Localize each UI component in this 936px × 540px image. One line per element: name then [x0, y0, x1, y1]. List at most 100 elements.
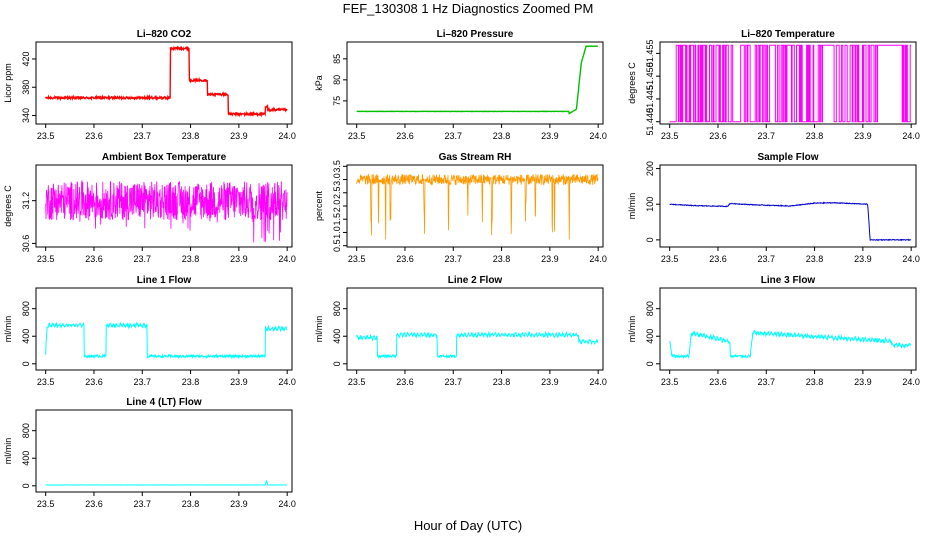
x-tick-label: 24.0	[278, 131, 296, 141]
y-tick-label: 200	[645, 161, 655, 176]
chart-title: Li–820 CO2	[137, 29, 192, 40]
chart-title: Line 4 (LT) Flow	[126, 397, 202, 408]
plot-frame	[659, 164, 917, 248]
x-tick-label: 23.9	[854, 131, 872, 141]
plot-frame	[35, 41, 293, 125]
plot-frame	[35, 409, 293, 493]
x-tick-label: 23.7	[757, 254, 775, 264]
x-tick-label: 23.7	[444, 254, 462, 264]
y-tick-label: 51.440	[645, 108, 655, 136]
y-axis-label: Licor ppm	[3, 63, 13, 103]
page-title: FEF_130308 1 Hz Diagnostics Zoomed PM	[342, 1, 594, 16]
y-axis-label: ml/min	[3, 316, 13, 343]
y-tick-label: 400	[21, 329, 31, 344]
x-tick-label: 23.8	[806, 254, 824, 264]
y-tick-label: 1.5	[332, 213, 342, 226]
x-tick-label: 23.6	[396, 131, 414, 141]
chart-panel-4: Ambient Box Temperature 23.5 23.6 23.7 23.8 2…	[3, 152, 296, 264]
y-tick-label: 0	[645, 361, 655, 366]
y-tick-label: 2.0	[332, 200, 342, 213]
series-line	[45, 179, 288, 243]
x-tick-label: 23.9	[541, 254, 559, 264]
x-tick-label: 24.0	[902, 377, 920, 387]
y-tick-label: 380	[21, 80, 31, 95]
y-axis-label: degrees C	[3, 185, 13, 227]
x-tick-label: 23.9	[230, 131, 248, 141]
x-tick-label: 23.5	[37, 499, 55, 509]
x-tick-label: 23.8	[182, 499, 200, 509]
chart-panel-10: Line 4 (LT) Flow 23.5 23.6 23.7 23.8 23.9 24.0…	[3, 397, 296, 509]
y-axis-label: kPa	[314, 75, 324, 91]
x-tick-label: 23.5	[348, 377, 366, 387]
series-line	[356, 45, 598, 115]
x-tick-label: 23.7	[133, 254, 151, 264]
y-tick-label: 31.2	[21, 192, 31, 210]
x-tick-label: 23.8	[493, 254, 511, 264]
x-tick-label: 23.9	[854, 377, 872, 387]
y-tick-label: 51.455	[645, 40, 655, 68]
y-tick-label: 800	[332, 301, 342, 316]
x-tick-label: 24.0	[589, 254, 607, 264]
y-tick-label: 0	[332, 361, 342, 366]
chart-title: Li–820 Temperature	[741, 29, 835, 40]
x-tick-label: 23.6	[85, 377, 103, 387]
x-tick-label: 24.0	[589, 377, 607, 387]
y-tick-label: 420	[21, 51, 31, 66]
chart-title: Ambient Box Temperature	[102, 152, 227, 163]
x-tick-label: 23.7	[757, 131, 775, 141]
chart-panel-2: Li–820 Pressure 23.5 23.6 23.7 23.8 23.9 24.0 7…	[314, 29, 607, 141]
x-tick-label: 23.8	[182, 377, 200, 387]
x-tick-label: 23.9	[230, 377, 248, 387]
x-tick-label: 23.6	[85, 254, 103, 264]
plot-frame	[35, 287, 293, 371]
x-tick-label: 24.0	[278, 377, 296, 387]
x-tick-label: 23.7	[444, 131, 462, 141]
y-tick-label: 0.5	[332, 239, 342, 252]
y-tick-label: 51.445	[645, 85, 655, 113]
chart-panel-1: Li–820 CO2 23.5 23.6 23.7 23.8 23.9 24.0 340 380…	[3, 29, 296, 141]
y-tick-label: 0	[645, 237, 655, 242]
plot-frame	[659, 41, 917, 125]
y-tick-label: 800	[21, 301, 31, 316]
x-tick-label: 23.5	[37, 131, 55, 141]
plot-frame	[659, 287, 917, 371]
x-tick-label: 23.5	[661, 131, 679, 141]
y-axis-label: percent	[314, 190, 324, 221]
x-tick-label: 23.6	[85, 499, 103, 509]
series-line	[669, 44, 912, 123]
series-line	[45, 45, 288, 118]
series-line	[45, 479, 287, 486]
y-tick-label: 400	[645, 329, 655, 344]
x-tick-label: 24.0	[902, 254, 920, 264]
plot-frame	[35, 164, 293, 248]
x-tick-label: 23.9	[541, 131, 559, 141]
x-tick-label: 24.0	[902, 131, 920, 141]
chart-title: Gas Stream RH	[439, 152, 512, 163]
y-axis-label: ml/min	[627, 193, 637, 220]
y-tick-label: 80	[332, 75, 342, 85]
chart-title: Line 1 Flow	[137, 275, 192, 286]
chart-panel-9: Line 3 Flow 23.5 23.6 23.7 23.8 23.9 24.0 0 400 8…	[627, 275, 920, 387]
x-tick-label: 24.0	[278, 254, 296, 264]
x-tick-label: 23.8	[806, 377, 824, 387]
chart-panel-8: Line 2 Flow 23.5 23.6 23.7 23.8 23.9 24.0 0 400 8…	[314, 275, 607, 387]
series-line	[45, 321, 288, 360]
series-line	[356, 330, 599, 360]
x-tick-label: 23.6	[85, 131, 103, 141]
x-tick-label: 23.5	[661, 254, 679, 264]
x-tick-label: 23.9	[541, 377, 559, 387]
x-tick-label: 23.6	[709, 254, 727, 264]
y-tick-label: 3.0	[332, 173, 342, 186]
x-tick-label: 23.8	[806, 131, 824, 141]
y-tick-label: 800	[645, 301, 655, 316]
y-tick-label: 400	[332, 329, 342, 344]
x-tick-label: 23.8	[182, 254, 200, 264]
y-axis-label: ml/min	[3, 438, 13, 465]
x-tick-label: 23.7	[133, 377, 151, 387]
y-tick-label: 400	[21, 451, 31, 466]
x-tick-label: 23.8	[493, 377, 511, 387]
x-tick-label: 23.7	[133, 499, 151, 509]
x-tick-label: 23.6	[396, 377, 414, 387]
